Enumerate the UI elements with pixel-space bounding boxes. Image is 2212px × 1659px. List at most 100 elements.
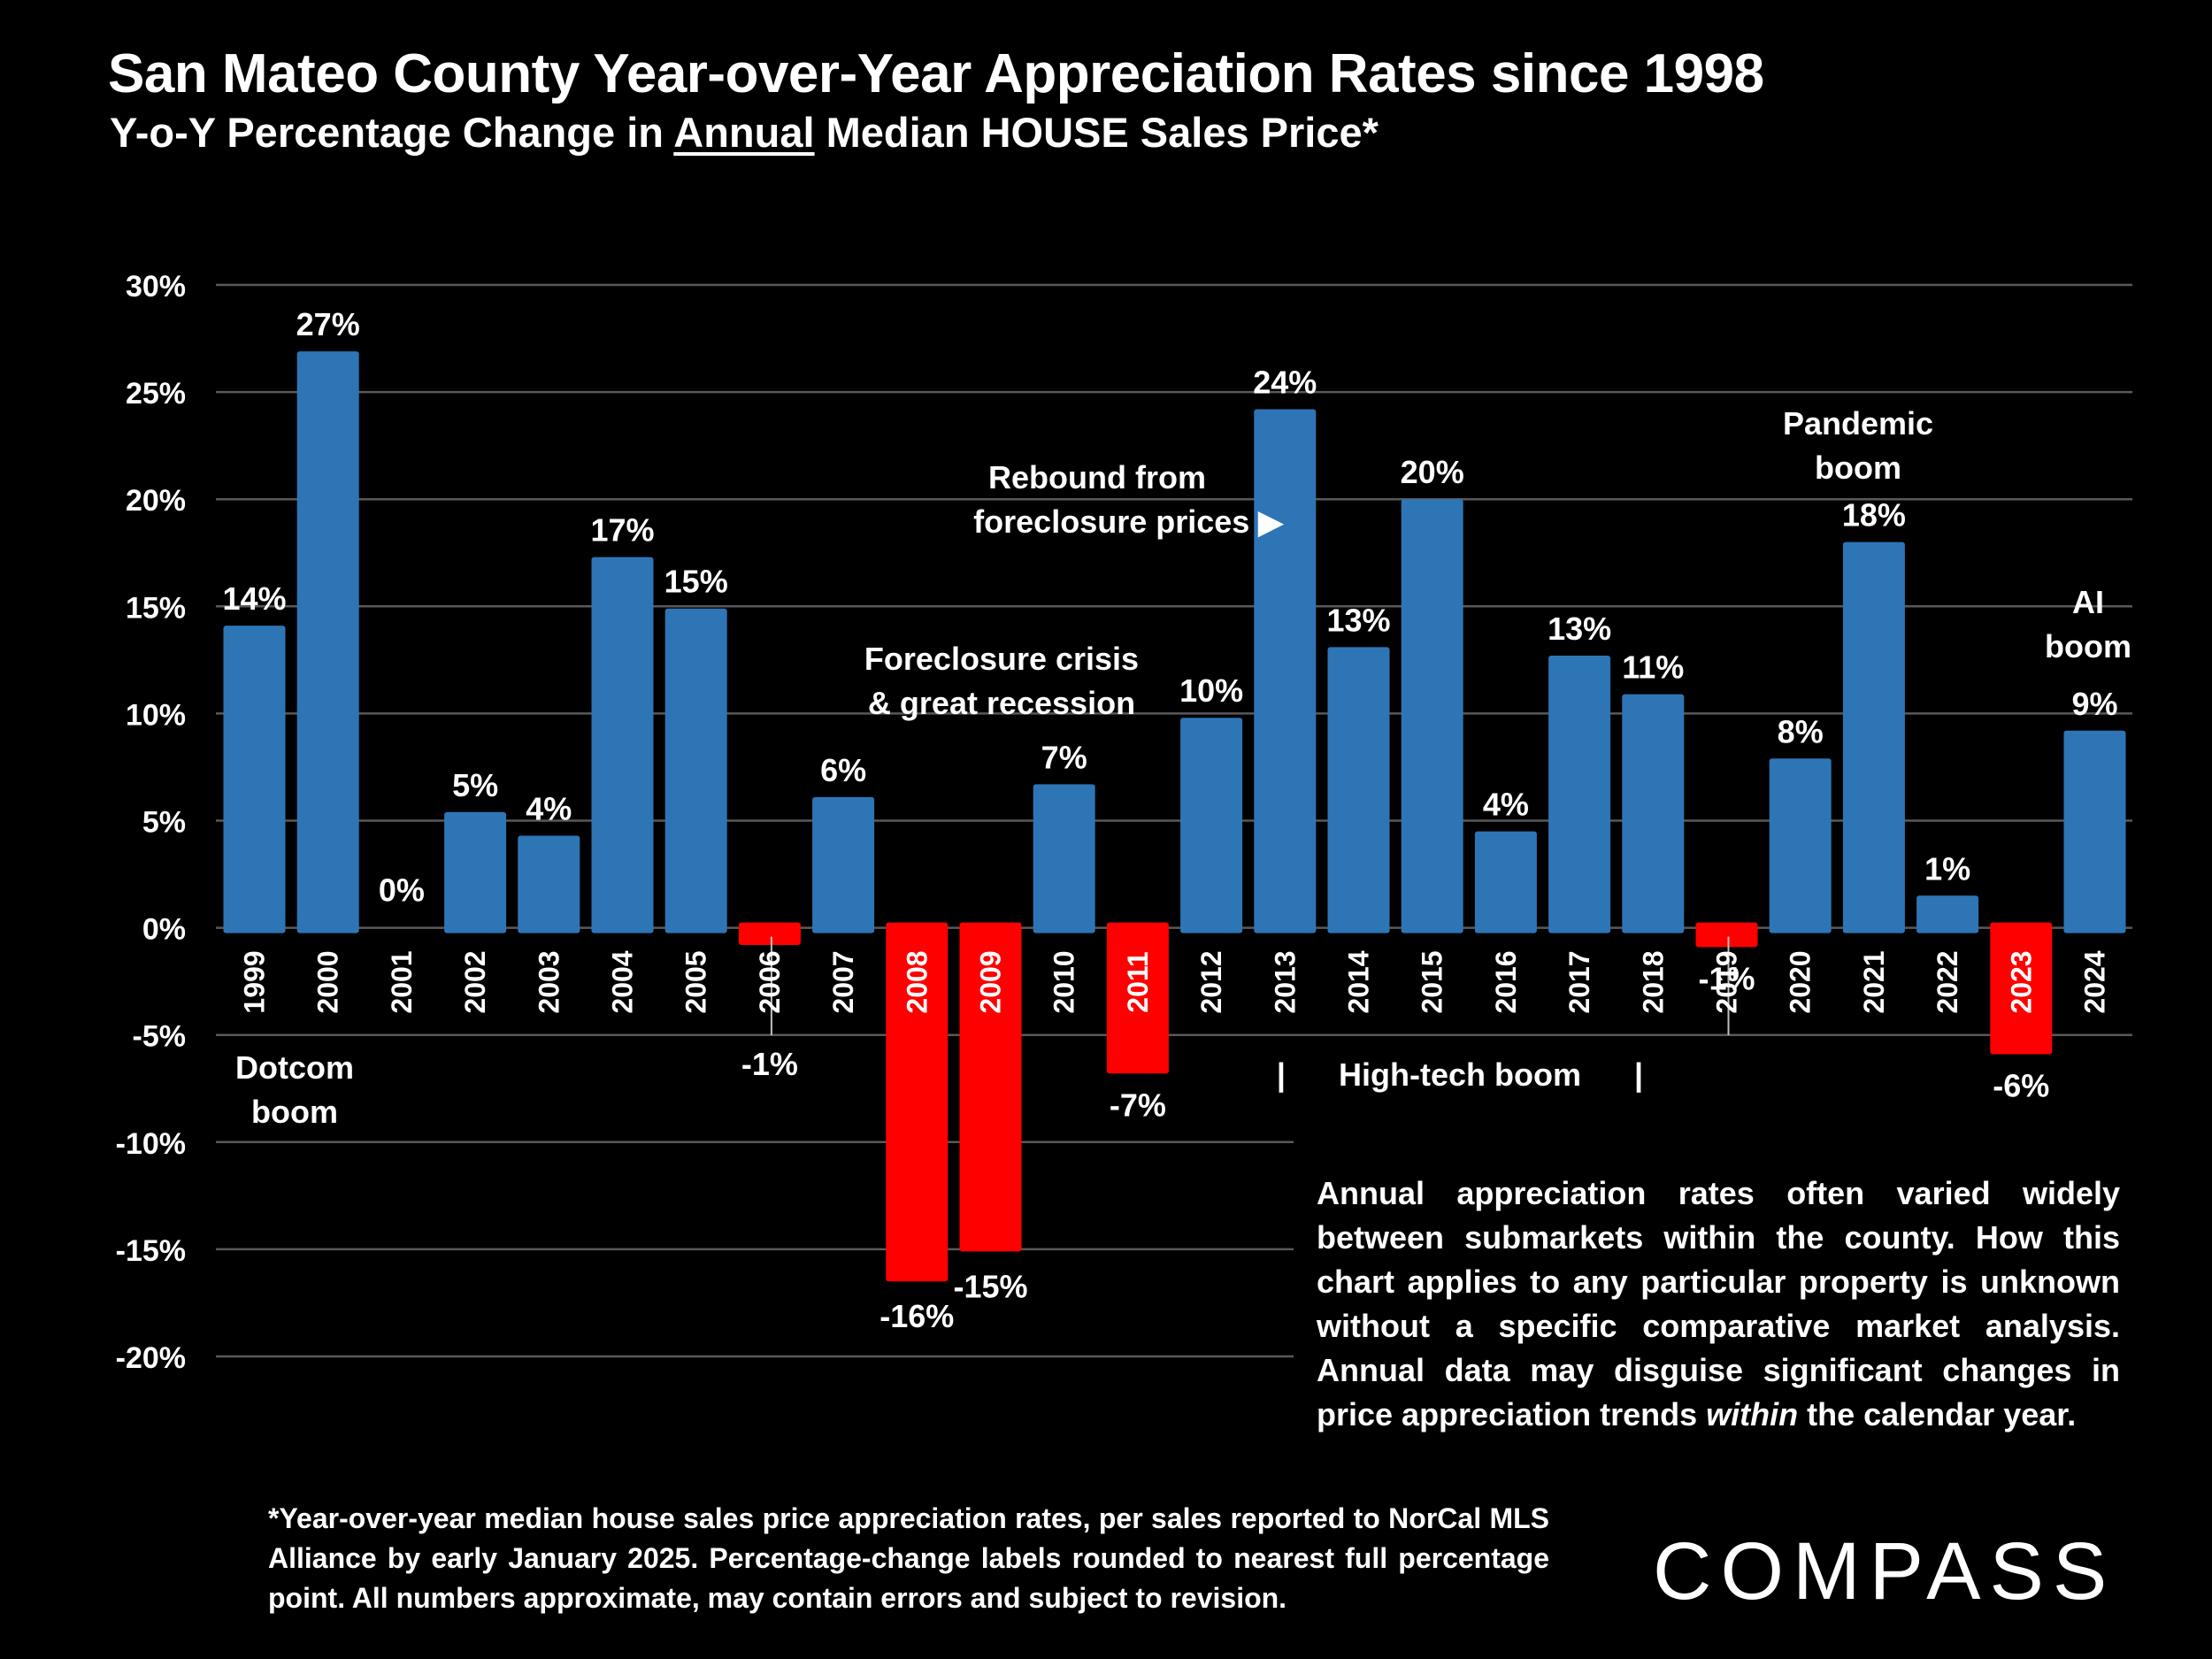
bar-2015 bbox=[1401, 499, 1463, 933]
bar-2017 bbox=[1548, 656, 1611, 933]
annotation-pandemic-line2: boom bbox=[1815, 449, 1901, 486]
x-category-label: 2022 bbox=[1932, 950, 1963, 1013]
x-category-label: 2007 bbox=[827, 950, 859, 1013]
data-label: 1% bbox=[1924, 850, 1970, 887]
x-category-label: 2015 bbox=[1417, 950, 1448, 1013]
x-category-label: 2008 bbox=[901, 950, 933, 1013]
x-category-label: 2005 bbox=[680, 950, 712, 1013]
bar-2004 bbox=[591, 557, 654, 933]
bar-2019 bbox=[1695, 922, 1758, 948]
y-tick-label: 25% bbox=[126, 377, 186, 411]
annotation-dotcom-line1: Dotcom bbox=[235, 1049, 354, 1086]
annotation-ai-line1: AI bbox=[2072, 584, 2104, 620]
disclaimer-note: Annual appreciation rates often varied w… bbox=[1317, 1171, 2120, 1437]
data-label: 5% bbox=[452, 767, 498, 803]
bar-2014 bbox=[1327, 647, 1390, 933]
annotation-foreclosure-line2: & great recession bbox=[867, 685, 1136, 721]
x-category-label: 2021 bbox=[1858, 950, 1890, 1013]
data-label: 15% bbox=[664, 564, 728, 600]
x-category-label: 2020 bbox=[1785, 950, 1816, 1013]
bar-2003 bbox=[518, 835, 580, 933]
subtitle-lead: Y-o-Y Percentage Change in bbox=[110, 109, 674, 156]
annotation-high-tech-boom: | High-tech boom | bbox=[1276, 1056, 1644, 1093]
annotation-rebound-line1: Rebound from bbox=[988, 459, 1206, 495]
data-label: 6% bbox=[820, 752, 866, 788]
annotation-pandemic-line1: Pandemic bbox=[1782, 405, 1934, 442]
bar-2009 bbox=[959, 922, 1022, 1252]
bar-1999 bbox=[223, 626, 286, 933]
x-category-label: 2003 bbox=[533, 950, 565, 1013]
x-category-label: 2002 bbox=[459, 950, 491, 1013]
annotation-ai-boom: AI boom bbox=[2035, 580, 2141, 669]
x-category-label: 2001 bbox=[386, 950, 418, 1013]
bar-2016 bbox=[1474, 831, 1537, 933]
data-label: 27% bbox=[296, 306, 360, 342]
bar-2010 bbox=[1033, 784, 1095, 933]
x-category-label: 2024 bbox=[2079, 950, 2111, 1013]
x-category-label: 2014 bbox=[1343, 950, 1375, 1013]
annotation-dotcom-boom: Dotcom boom bbox=[206, 1046, 383, 1134]
bar-2020 bbox=[1769, 758, 1832, 933]
bar-2024 bbox=[2063, 730, 2126, 933]
x-category-label: 2017 bbox=[1563, 950, 1595, 1013]
bar-2000 bbox=[296, 351, 359, 933]
data-label: 10% bbox=[1179, 672, 1243, 709]
bar-2011 bbox=[1106, 922, 1169, 1074]
x-category-label: 2004 bbox=[607, 950, 639, 1013]
y-tick-label: -10% bbox=[116, 1127, 186, 1161]
y-tick-label: 30% bbox=[126, 270, 186, 303]
data-label: 17% bbox=[590, 512, 654, 549]
data-label: 18% bbox=[1842, 497, 1906, 534]
data-label: 14% bbox=[222, 580, 286, 617]
y-tick-label: -20% bbox=[116, 1341, 186, 1375]
data-label: -1% bbox=[1698, 960, 1755, 996]
data-label: 8% bbox=[1778, 713, 1824, 749]
data-label: 4% bbox=[526, 790, 572, 826]
y-tick-label: 10% bbox=[126, 698, 186, 732]
x-category-label: 2006 bbox=[754, 950, 786, 1013]
y-axis-ticks: 30% 25% 20% 15% 10% 5% 0% -5% -10% -15% -20% bbox=[116, 270, 186, 1375]
footnote: *Year-over-year median house sales price… bbox=[268, 1502, 1549, 1614]
bar-2006 bbox=[738, 922, 801, 945]
x-category-label: 2011 bbox=[1122, 951, 1154, 1012]
subtitle-tail: Median HOUSE Sales Price* bbox=[814, 109, 1379, 156]
x-category-label: 2010 bbox=[1048, 950, 1080, 1013]
chart-title: San Mateo County Year-over-Year Apprecia… bbox=[108, 43, 1764, 104]
bar-2005 bbox=[664, 608, 727, 933]
data-label: 13% bbox=[1326, 602, 1390, 638]
data-label: 13% bbox=[1548, 611, 1611, 647]
annotation-rebound: Rebound from foreclosure prices ▶ bbox=[911, 456, 1283, 544]
bar-2007 bbox=[812, 796, 875, 933]
bar-2023 bbox=[1990, 922, 2053, 1055]
note-text-1: Annual appreciation rates often varied w… bbox=[1317, 1175, 2120, 1432]
data-label: -16% bbox=[879, 1298, 954, 1334]
x-category-label: 2018 bbox=[1637, 950, 1669, 1013]
data-label: 4% bbox=[1483, 787, 1529, 823]
annotation-rebound-line2: foreclosure prices ▶ bbox=[973, 503, 1283, 540]
y-tick-label: 5% bbox=[142, 806, 186, 840]
data-label: 24% bbox=[1253, 364, 1317, 400]
y-tick-label: 15% bbox=[126, 591, 186, 625]
x-category-label: 1999 bbox=[239, 950, 271, 1013]
annotation-dotcom-line2: boom bbox=[251, 1094, 338, 1130]
data-label: 9% bbox=[2071, 686, 2117, 722]
note-text-2: the calendar year. bbox=[1798, 1396, 2077, 1432]
data-label: -7% bbox=[1110, 1087, 1166, 1123]
data-labels: 14% 27% 0% 5% 4% 17% 15% -1% 6% -16%-15% 7% -7% 10% 2… bbox=[222, 306, 2117, 1334]
y-tick-label: -5% bbox=[133, 1020, 186, 1054]
x-category-label: 2000 bbox=[312, 950, 344, 1013]
annotation-ai-line2: boom bbox=[2045, 628, 2131, 664]
y-tick-label: 20% bbox=[126, 484, 186, 518]
bar-2012 bbox=[1180, 718, 1243, 933]
annotation-pandemic-boom: Pandemic boom bbox=[1761, 402, 1955, 490]
bar-chart: 30% 25% 20% 15% 10% 5% 0% -5% -10% -15% -20% 14% 27… bbox=[116, 270, 2132, 1375]
subtitle-underlined-word: Annual bbox=[673, 109, 815, 156]
bar-2008 bbox=[886, 922, 949, 1282]
data-label: 7% bbox=[1041, 739, 1087, 775]
data-label: -15% bbox=[953, 1268, 1027, 1304]
bars bbox=[223, 351, 2126, 1282]
x-category-label: 2019 bbox=[1711, 950, 1743, 1013]
note-italic-word: within bbox=[1706, 1396, 1799, 1432]
x-axis-categories: 1999 2000 2001 2002 2003 2004 2005 2006 2007 2008… bbox=[239, 950, 2111, 1013]
bar-2018 bbox=[1622, 694, 1685, 933]
